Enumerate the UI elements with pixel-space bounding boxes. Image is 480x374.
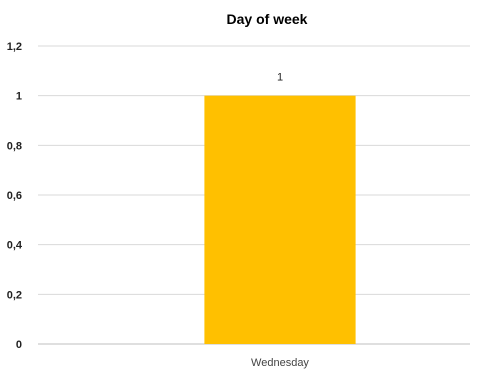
bar-wednesday: [204, 95, 356, 345]
data-labels: 1: [277, 72, 283, 84]
x-axis-category-labels: Wednesday: [251, 357, 309, 369]
category-label: Wednesday: [251, 357, 309, 369]
y-tick-label: 1,2: [7, 41, 22, 53]
y-tick-label: 0,8: [7, 140, 22, 152]
y-tick-label: 0: [16, 339, 22, 351]
y-tick-label: 0,6: [7, 190, 22, 202]
y-tick-label: 0,4: [7, 240, 23, 252]
chart-title: Day of week: [227, 11, 308, 27]
data-label: 1: [277, 72, 283, 84]
bars: [204, 95, 356, 345]
y-tick-label: 1: [16, 91, 22, 103]
y-axis-tick-labels: 0 0,2 0,4 0,6 0,8 1 1,2: [7, 41, 23, 351]
y-tick-label: 0,2: [7, 289, 22, 301]
